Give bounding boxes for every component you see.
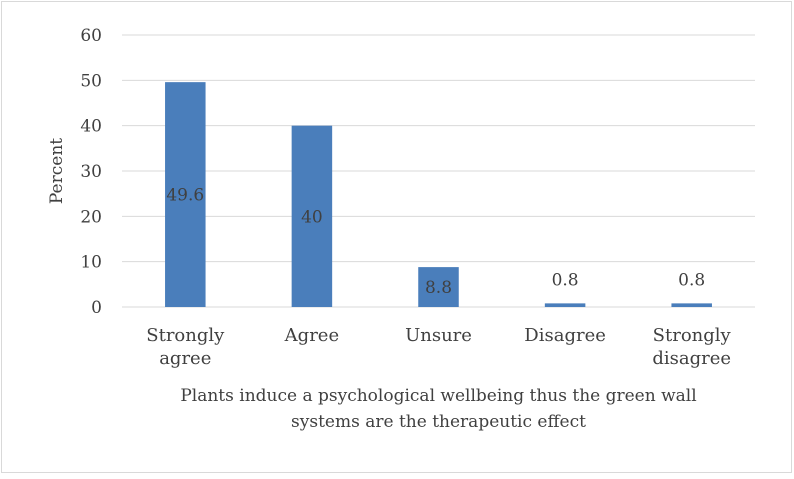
category-label-1: Agree [284, 325, 339, 346]
category-label-line: Agree [284, 325, 339, 346]
category-label-0: Strongly agree [146, 325, 225, 369]
gridlines [122, 34, 755, 308]
bar-2 [418, 267, 459, 307]
bar-4 [671, 303, 712, 307]
y-tick-label-10: 10 [80, 253, 102, 273]
y-axis-title: Percent [47, 138, 67, 204]
bar-0 [165, 82, 206, 307]
y-tick-label-50: 50 [80, 71, 102, 91]
data-label-1: 40 [301, 207, 323, 227]
category-label-line: Unsure [405, 325, 472, 346]
y-axis-ticks: 0 10 20 30 40 50 60 [80, 26, 102, 318]
y-tick-label-60: 60 [80, 26, 102, 46]
category-label-3: Disagree [524, 325, 606, 346]
y-tick-label-0: 0 [91, 298, 102, 318]
category-label-2: Unsure [405, 325, 472, 346]
data-label-3: 0.8 [552, 270, 579, 290]
y-tick-label-30: 30 [80, 162, 102, 182]
bars [165, 82, 712, 308]
x-axis-title-line-0: Plants induce a psychological wellbeing … [180, 386, 696, 406]
category-label-line: agree [159, 348, 211, 369]
x-axis-title-line-1: systems are the therapeutic effect [291, 412, 586, 432]
y-tick-label-20: 20 [80, 207, 102, 227]
category-label-line: disagree [652, 348, 731, 369]
category-label-4: Strongly disagree [652, 325, 731, 369]
data-label-0: 49.6 [166, 186, 204, 206]
data-label-2: 8.8 [425, 278, 452, 298]
category-label-line: Strongly [146, 325, 225, 346]
bar-1 [291, 125, 333, 308]
category-label-line: Strongly [653, 325, 732, 346]
category-label-line: Disagree [524, 325, 606, 346]
y-tick-label-40: 40 [80, 117, 102, 137]
data-label-4: 0.8 [678, 270, 705, 290]
bar-3 [544, 303, 586, 307]
data-labels: 49.6 40 8.8 0.8 0.8 [166, 186, 705, 298]
x-axis-title: Plants induce a psychological wellbeing … [180, 386, 696, 432]
